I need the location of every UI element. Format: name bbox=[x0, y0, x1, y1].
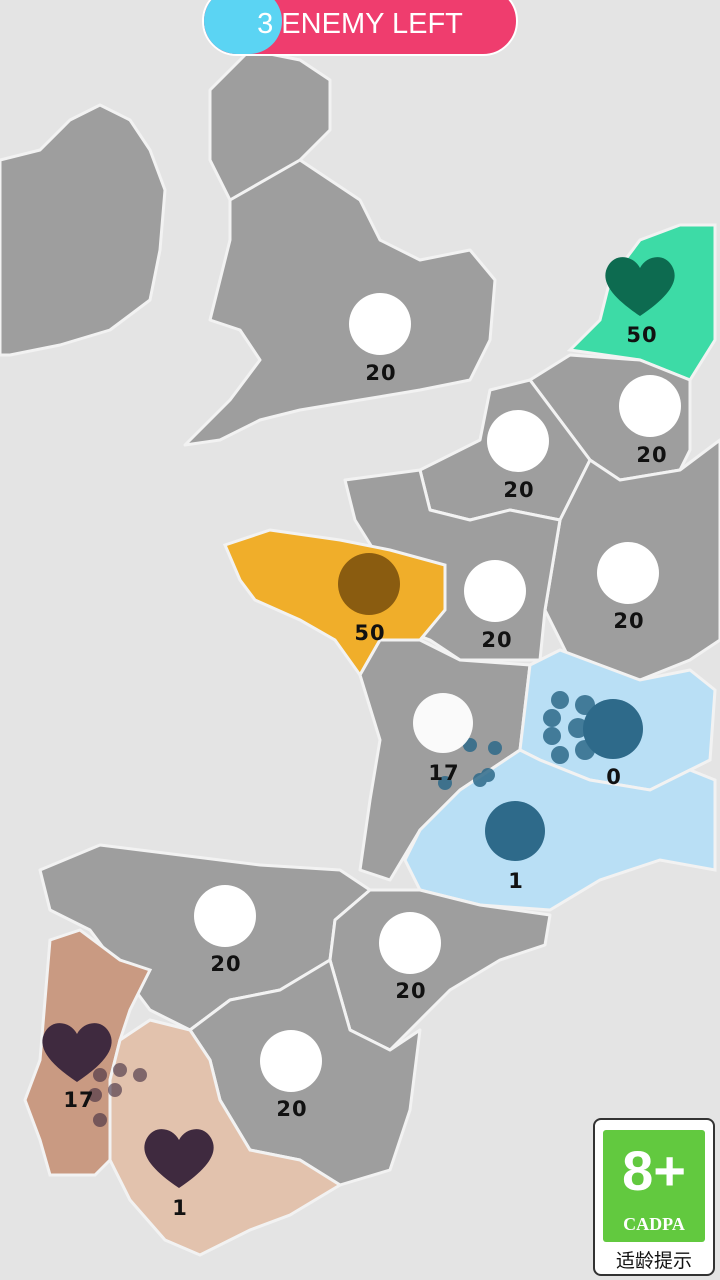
heart-icon[interactable] bbox=[42, 1023, 112, 1082]
ireland-land bbox=[0, 103, 167, 357]
troop-count: 20 bbox=[481, 628, 512, 652]
troop-circle-england[interactable] bbox=[349, 293, 411, 355]
age-rating-badge: 8+ CADPA 适龄提示 bbox=[593, 1118, 715, 1276]
troop-count: 50 bbox=[354, 621, 385, 645]
troop-circle-catalonia[interactable] bbox=[379, 912, 441, 974]
troop-count: 20 bbox=[636, 443, 667, 467]
territory-andalusia[interactable] bbox=[108, 1018, 343, 1257]
troop-count: 20 bbox=[613, 609, 644, 633]
enemy-left-label: 3 ENEMY LEFT bbox=[257, 8, 463, 40]
troop-circle-brittany[interactable] bbox=[338, 553, 400, 615]
troop-circle-east-france[interactable] bbox=[597, 542, 659, 604]
age-rating: 8+ bbox=[622, 1139, 686, 1202]
troop-count: 1 bbox=[172, 1196, 188, 1220]
troop-circle-normandy[interactable] bbox=[464, 560, 526, 622]
age-rating-box: 8+ CADPA bbox=[603, 1130, 705, 1242]
troop-circle-south-france[interactable] bbox=[485, 801, 545, 861]
enemy-left-banner: 3 ENEMY LEFT bbox=[202, 0, 518, 56]
troop-count: 20 bbox=[276, 1097, 307, 1121]
age-tip: 适龄提示 bbox=[615, 1250, 692, 1272]
troop-count: 1 bbox=[508, 869, 524, 893]
troop-count: 50 bbox=[626, 323, 657, 347]
rating-org: CADPA bbox=[623, 1214, 685, 1234]
troop-count: 20 bbox=[210, 952, 241, 976]
territory-catalonia[interactable] bbox=[328, 888, 552, 1052]
troop-circle-north-france[interactable] bbox=[487, 410, 549, 472]
heart-icon[interactable] bbox=[144, 1129, 214, 1188]
troop-count: 20 bbox=[395, 979, 426, 1003]
troop-circle-north-spain[interactable] bbox=[194, 885, 256, 947]
banner-progress-fill bbox=[204, 0, 282, 54]
troop-count: 20 bbox=[503, 478, 534, 502]
troop-count: 17 bbox=[63, 1088, 94, 1112]
territory-england[interactable] bbox=[183, 158, 497, 447]
troop-circle-central-france[interactable] bbox=[583, 699, 643, 759]
troop-circle-west-france[interactable] bbox=[413, 693, 473, 753]
heart-icon[interactable] bbox=[605, 257, 675, 316]
troop-circle-central-spain[interactable] bbox=[260, 1030, 322, 1092]
troop-count: 0 bbox=[606, 765, 622, 789]
troop-count: 17 bbox=[428, 761, 459, 785]
troop-count: 20 bbox=[365, 361, 396, 385]
attacking-troops bbox=[88, 1063, 147, 1127]
troop-circle-belgium[interactable] bbox=[619, 375, 681, 437]
